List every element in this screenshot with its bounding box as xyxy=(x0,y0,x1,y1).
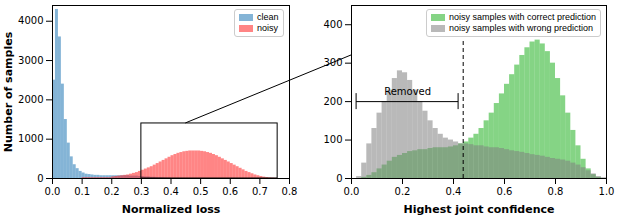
svg-text:Normalized loss: Normalized loss xyxy=(122,203,221,216)
svg-text:0.4: 0.4 xyxy=(446,186,462,197)
svg-text:0.0: 0.0 xyxy=(344,186,360,197)
svg-text:Highest joint confidence: Highest joint confidence xyxy=(403,203,554,216)
svg-text:Removed: Removed xyxy=(384,86,431,97)
html-text:noisy: noisy xyxy=(257,23,278,33)
svg-text:200: 200 xyxy=(323,96,342,107)
svg-text:0.8: 0.8 xyxy=(282,186,298,197)
svg-text:0.4: 0.4 xyxy=(163,186,179,197)
svg-text:1.0: 1.0 xyxy=(599,186,615,197)
svg-text:0.6: 0.6 xyxy=(497,186,513,197)
svg-text:0.2: 0.2 xyxy=(104,186,120,197)
svg-text:400: 400 xyxy=(323,19,342,30)
svg-text:0.6: 0.6 xyxy=(222,186,238,197)
svg-text:2000: 2000 xyxy=(18,94,43,105)
html-text:clean: clean xyxy=(257,12,279,22)
svg-text:100: 100 xyxy=(323,134,342,145)
svg-text:0.7: 0.7 xyxy=(252,186,268,197)
svg-text:0: 0 xyxy=(336,173,342,184)
svg-text:0.2: 0.2 xyxy=(395,186,411,197)
html-text:noisy samples with correct pre: noisy samples with correct prediction xyxy=(449,12,597,22)
svg-text:0: 0 xyxy=(37,173,43,184)
svg-text:0.5: 0.5 xyxy=(193,186,209,197)
svg-text:300: 300 xyxy=(323,57,342,68)
svg-text:4000: 4000 xyxy=(18,15,43,26)
svg-text:0.8: 0.8 xyxy=(548,186,564,197)
svg-text:3000: 3000 xyxy=(18,55,43,66)
svg-text:0.1: 0.1 xyxy=(74,186,90,197)
svg-text:1000: 1000 xyxy=(18,133,43,144)
html-text:noisy samples with wrong predi: noisy samples with wrong prediction xyxy=(449,23,594,33)
svg-text:Number of samples: Number of samples xyxy=(2,31,15,152)
svg-text:0.3: 0.3 xyxy=(133,186,149,197)
svg-text:0.0: 0.0 xyxy=(45,186,61,197)
